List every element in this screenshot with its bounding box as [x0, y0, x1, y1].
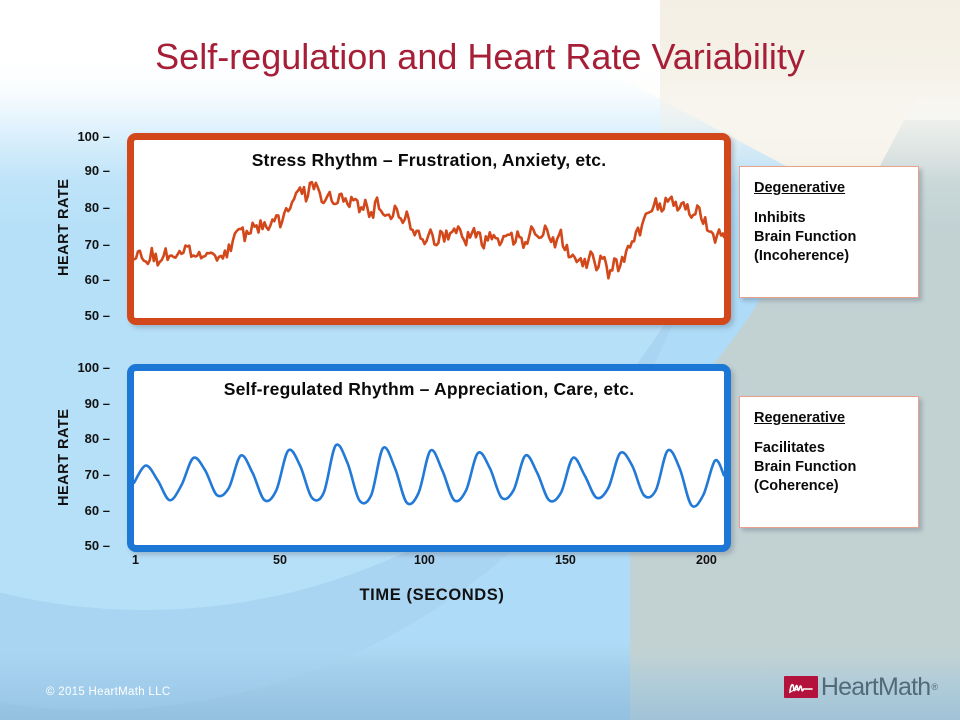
y-tick-stress-70: 70 – [84, 237, 110, 252]
callout-regenerative: Regenerative Facilitates Brain Function … [739, 396, 919, 528]
heartmath-logo: HeartMath ® [783, 672, 938, 702]
page-title: Self-regulation and Heart Rate Variabili… [155, 36, 805, 77]
x-tick-200: 200 [696, 553, 717, 567]
hm-script-icon [783, 676, 818, 698]
callout-degenerative-line-3: (Incoherence) [754, 248, 850, 264]
chart-stress-rhythm[interactable]: Stress Rhythm – Frustration, Anxiety, et… [127, 133, 731, 325]
y-tick-stress-50: 50 – [84, 308, 110, 323]
stress-rhythm-waveform [134, 180, 724, 280]
y-tick-coherent-80: 80 – [84, 431, 110, 446]
y-tick-coherent-70: 70 – [84, 467, 110, 482]
logo-wordmark: HeartMath [820, 672, 931, 701]
copyright-notice: © 2015 HeartMath LLC [46, 686, 171, 698]
x-tick-1: 1 [132, 553, 139, 567]
registered-trademark-icon: ® [931, 682, 938, 692]
y-tick-stress-100: 100 – [77, 129, 110, 144]
callout-degenerative-line-1: Inhibits [754, 210, 806, 226]
callout-degenerative: Degenerative Inhibits Brain Function (In… [739, 166, 919, 298]
chart-title-self-regulated: Self-regulated Rhythm – Appreciation, Ca… [223, 379, 635, 399]
self-regulated-waveform [134, 443, 724, 508]
x-tick-50: 50 [273, 553, 287, 567]
y-tick-stress-80: 80 – [84, 200, 110, 215]
callout-regenerative-heading: Regenerative [754, 410, 846, 426]
callout-regenerative-line-3: (Coherence) [754, 478, 839, 494]
y-tick-stress-60: 60 – [84, 272, 110, 287]
y-tick-coherent-90: 90 – [84, 396, 110, 411]
x-axis-label: TIME (SECONDS) [359, 586, 505, 604]
callout-degenerative-line-2: Brain Function [754, 229, 857, 245]
y-tick-coherent-100: 100 – [77, 360, 110, 375]
y-tick-coherent-60: 60 – [84, 503, 110, 518]
y-tick-coherent-50: 50 – [84, 538, 110, 553]
callout-degenerative-heading: Degenerative [754, 180, 846, 196]
callout-regenerative-line-2: Brain Function [754, 459, 857, 475]
x-axis-ticks: 1 50 100 150 200 [132, 553, 732, 573]
callout-regenerative-line-1: Facilitates [754, 440, 825, 456]
chart-title-stress: Stress Rhythm – Frustration, Anxiety, et… [251, 150, 607, 170]
chart-self-regulated-rhythm[interactable]: Self-regulated Rhythm – Appreciation, Ca… [127, 364, 731, 552]
x-tick-100: 100 [414, 553, 435, 567]
y-tick-stress-90: 90 – [84, 163, 110, 178]
x-tick-150: 150 [555, 553, 576, 567]
